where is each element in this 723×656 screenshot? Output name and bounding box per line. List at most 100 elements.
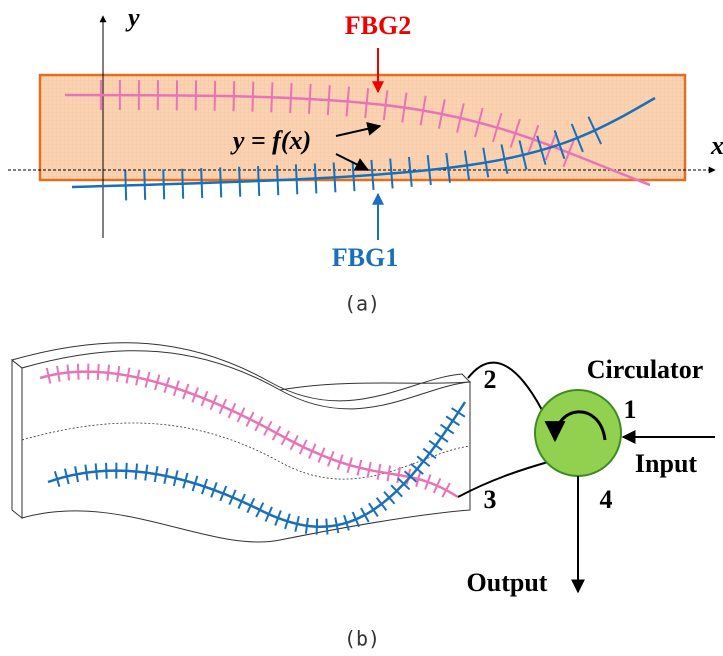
grating-tick — [294, 164, 299, 195]
grating-tick — [407, 156, 413, 187]
port-label: 3 — [484, 485, 497, 514]
grating-tick — [536, 135, 547, 165]
grating-tick — [390, 484, 403, 498]
grating-tick — [368, 502, 379, 518]
grating-tick — [345, 86, 350, 117]
output-label: Output — [467, 568, 548, 597]
grating-tick — [325, 518, 329, 535]
grating-tick — [66, 364, 71, 381]
grating-tick — [422, 447, 437, 460]
grating-tick — [135, 369, 141, 386]
grating-tick — [200, 168, 204, 199]
equation-arrow — [335, 153, 370, 171]
grating-tick — [280, 430, 291, 446]
grating-tick — [263, 420, 273, 436]
grating-tick — [209, 394, 218, 411]
grating-tick — [364, 88, 370, 119]
grating-tick — [96, 363, 100, 380]
grating-tick — [451, 407, 466, 418]
strip-side — [11, 358, 23, 520]
grating-tick — [84, 464, 89, 481]
grating-tick — [218, 398, 228, 415]
grating-tick — [105, 462, 108, 479]
grating-tick — [219, 485, 228, 502]
grating-tick — [153, 466, 159, 483]
grating-tick — [115, 365, 121, 382]
grating-tick — [274, 510, 282, 526]
grating-tick — [346, 457, 353, 474]
grating-tick — [351, 511, 360, 528]
grating-tick — [382, 90, 389, 121]
grating-tick — [386, 465, 392, 482]
grating-tick — [74, 466, 80, 483]
grating-tick — [275, 165, 280, 196]
grating-tick — [419, 95, 427, 126]
grating-tick — [356, 459, 363, 476]
grating-tick — [154, 374, 161, 391]
grating-tick — [232, 81, 236, 112]
grating-tick — [376, 463, 382, 480]
grating-tick — [76, 363, 80, 380]
grating-tick — [317, 447, 326, 463]
grating-tick — [336, 454, 344, 471]
grating-tick — [144, 464, 149, 481]
grating-tick — [370, 159, 375, 190]
grating-tick — [200, 390, 209, 407]
grating-tick — [403, 470, 418, 483]
grating-tick — [172, 380, 180, 397]
grating-tick — [257, 165, 261, 197]
grating-tick — [428, 439, 443, 451]
grating-tick — [251, 81, 255, 112]
grating-tick — [366, 461, 372, 478]
grating-tick — [56, 365, 61, 382]
grating-tick — [389, 158, 394, 189]
x-axis-label: x — [710, 131, 723, 160]
grating-tick — [210, 482, 218, 498]
grating-tick — [144, 371, 151, 388]
grating-tick — [213, 80, 217, 111]
grating-tick — [351, 161, 356, 192]
caption: (b) — [344, 627, 380, 651]
grating-tick — [45, 367, 52, 384]
grating-tick — [134, 463, 139, 480]
grating-tick — [441, 482, 451, 498]
grating-tick — [264, 506, 273, 522]
grating-tick — [445, 152, 451, 183]
circulator — [534, 389, 622, 477]
grating-tick — [289, 434, 299, 451]
grating-tick — [172, 470, 179, 487]
grating-tick — [63, 468, 70, 485]
grating-tick — [343, 514, 350, 531]
grating-tick — [327, 450, 335, 467]
grating-tick — [106, 364, 111, 381]
circulator-arrow — [544, 410, 607, 443]
grating-tick — [334, 517, 340, 534]
grating-tick — [254, 416, 264, 432]
y-axis-label: y — [125, 3, 140, 32]
substrate — [38, 73, 687, 182]
equation: y = f(x) — [230, 126, 311, 155]
grating-tick — [424, 474, 432, 490]
grating-tick — [200, 478, 209, 495]
grating-tick — [124, 170, 128, 201]
grating-tick — [375, 497, 388, 511]
strip-face — [21, 350, 471, 543]
grating-tick — [439, 423, 455, 435]
grating-tick — [191, 387, 199, 403]
grating-tick — [228, 489, 237, 506]
grating-tick — [396, 466, 401, 484]
grating-tick — [182, 472, 189, 489]
grating-tick — [162, 169, 166, 200]
grating-tick — [313, 163, 318, 194]
equation-arrow — [335, 121, 382, 137]
circulator-label: Circulator — [587, 355, 704, 384]
grating-tick — [143, 169, 147, 200]
grating-tick — [181, 168, 185, 199]
input-label: Input — [635, 449, 697, 478]
caption: (a) — [344, 292, 380, 316]
grating-tick — [426, 154, 432, 186]
fbg2-label: FBG2 — [345, 11, 411, 40]
grating-tick — [570, 123, 584, 153]
grating-tick — [294, 515, 300, 532]
